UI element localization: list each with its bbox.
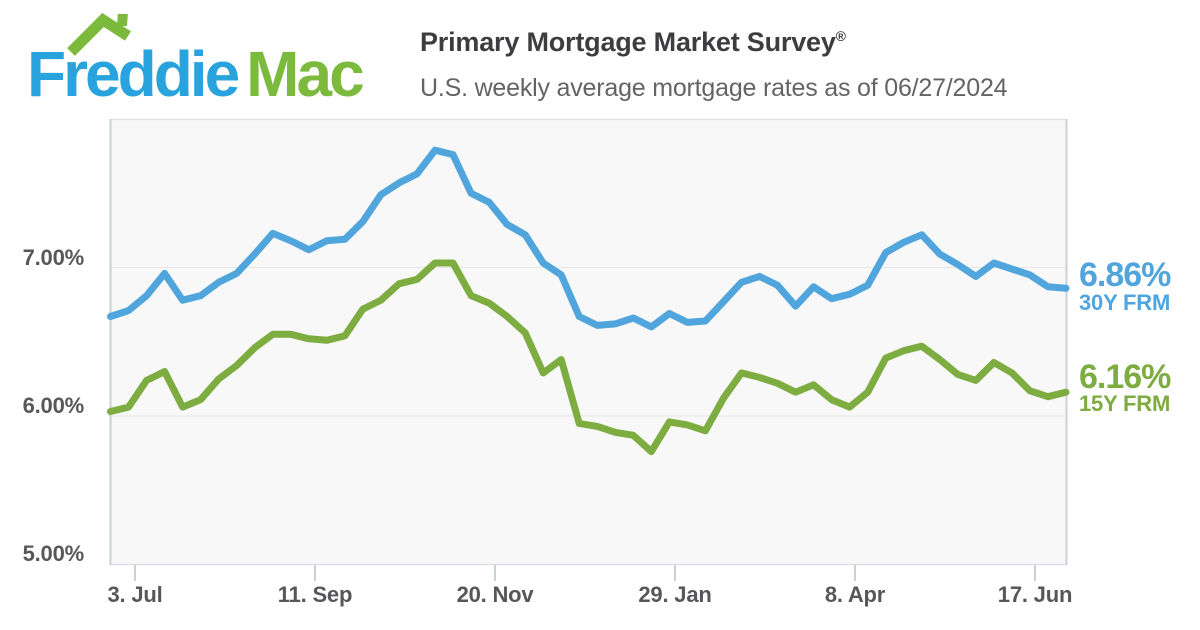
house-roof-icon (67, 12, 131, 56)
x-axis-label-sep: 11. Sep (278, 582, 352, 607)
logo-text-mac: Mac (246, 38, 364, 110)
x-axis-label-jul: 3. Jul (107, 582, 162, 607)
y-axis-label-6: 6.00% (23, 393, 84, 418)
x-axis-label-jan: 29. Jan (638, 582, 711, 607)
latest-rate-15y: 6.16% (1079, 358, 1171, 396)
series-label-15y: 15Y FRM (1079, 391, 1170, 416)
logo-text-freddie: Freddie (27, 38, 240, 110)
page-title-text: Primary Mortgage Market Survey (420, 27, 836, 57)
header-titles: Primary Mortgage Market Survey® U.S. wee… (420, 27, 1008, 103)
plot-area (110, 119, 1067, 565)
x-axis-label-nov: 20. Nov (457, 582, 535, 607)
line-30y-frm[interactable] (107, 146, 1070, 331)
x-axis-label-apr: 8. Apr (825, 582, 886, 607)
line-15y-frm[interactable] (107, 259, 1070, 456)
x-axis-label-jun: 17. Jun (998, 582, 1072, 607)
y-axis-label-7: 7.00% (23, 245, 84, 270)
y-axis-label-5: 5.00% (23, 541, 84, 566)
page-subtitle: U.S. weekly average mortgage rates as of… (420, 74, 1008, 102)
latest-rate-30y: 6.86% (1079, 256, 1171, 294)
registered-mark: ® (835, 28, 846, 44)
series-label-30y: 30Y FRM (1079, 290, 1170, 315)
page-title: Primary Mortgage Market Survey® (420, 27, 1007, 58)
logo-wordmark: Freddie Mac (27, 42, 365, 106)
